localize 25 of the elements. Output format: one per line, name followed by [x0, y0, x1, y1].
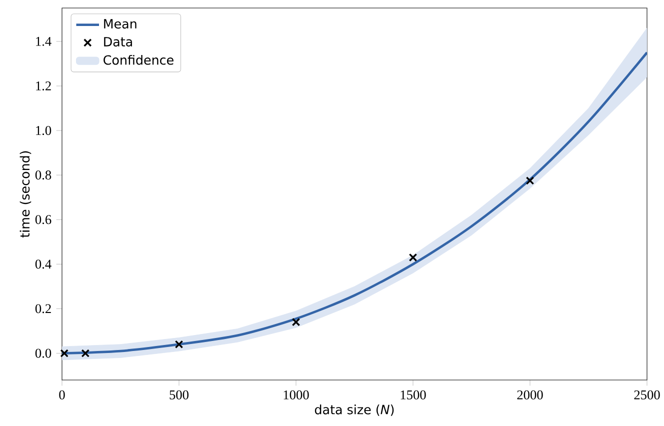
x-axis-title: data size (N)	[314, 404, 394, 416]
x-tick-label: 500	[170, 390, 189, 400]
point	[292, 318, 300, 326]
x-tick-label: 1000	[284, 390, 309, 400]
y-tick-label: 1.0	[36, 126, 52, 136]
x-tick-label: 1500	[400, 390, 426, 400]
y-tick-label: 0.8	[35, 170, 52, 180]
point	[526, 176, 534, 185]
point	[81, 349, 90, 358]
x-tick-label: 0	[59, 390, 65, 400]
legend-label: Mean	[104, 19, 136, 29]
point	[174, 340, 184, 349]
y-tick-label: 0.2	[35, 304, 51, 314]
point	[60, 349, 69, 358]
legend-label: Data	[104, 37, 132, 47]
point	[408, 253, 418, 262]
y-tick-label: 0.0	[35, 348, 52, 358]
y-tick-label: 1.2	[36, 81, 51, 90]
x-tick-label: 2000	[517, 390, 543, 400]
x-tick-label: 2500	[634, 390, 660, 400]
y-axis-title: time (second)	[20, 151, 32, 238]
y-tick-label: 0.6	[35, 215, 52, 224]
y-tick-label: 0.4	[35, 260, 52, 269]
y-tick-label: 1.4	[36, 36, 52, 46]
legend-label: Confidence	[104, 54, 174, 65]
